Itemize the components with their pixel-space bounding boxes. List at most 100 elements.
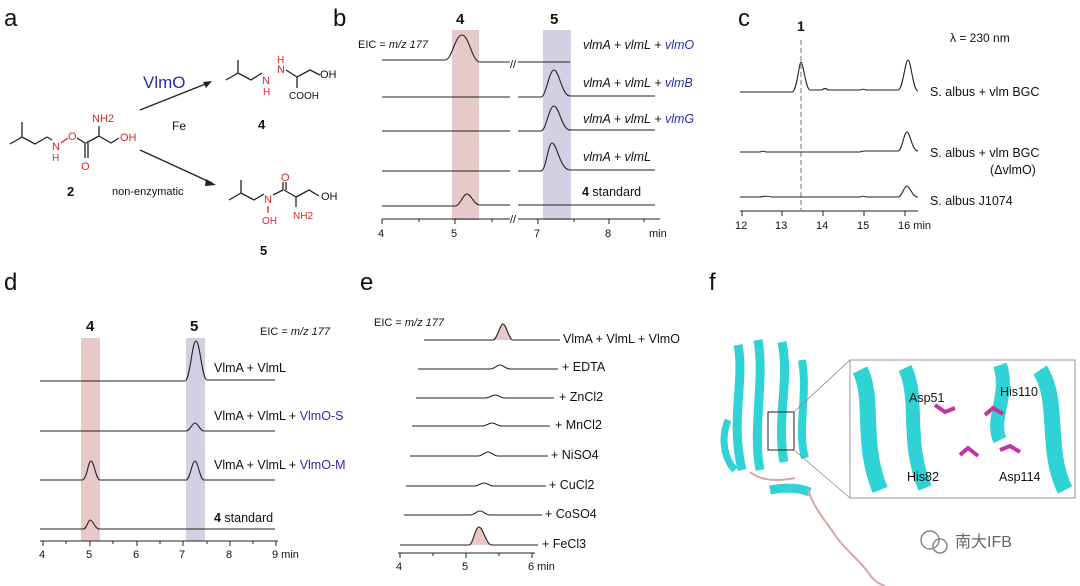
eic-label-e: EIC = m/z 177 (374, 317, 445, 329)
trace-b-1-label: vlmA + vlmL + vlmO (583, 38, 694, 52)
trace-e-5-label: + NiSO4 (551, 448, 599, 462)
panel-a: a N H O O NH2 OH 2 VlmO Fe non-enz (4, 5, 338, 258)
d-tick-8: 8 (226, 549, 232, 561)
d-tick-6: 6 (133, 549, 139, 561)
e-tick-6: 6 min (528, 561, 555, 573)
compound-2-number: 2 (67, 184, 74, 199)
eic-label-b: EIC = m/z 177 (358, 39, 429, 51)
c4-h2: H (277, 55, 284, 66)
trace-e-1-label: VlmA + VlmL + VlmO (563, 332, 680, 346)
trace-c-2-sublabel: (ΔvlmO) (990, 163, 1036, 177)
c4-h1: H (263, 87, 270, 98)
trace-d-4-label: 4 standard (214, 511, 273, 525)
b-tick-8: 8 (605, 228, 611, 240)
c-tick-14: 14 (816, 220, 828, 232)
non-enzymatic-label: non-enzymatic (112, 186, 184, 198)
panel-b: b 4 5 EIC = m/z 177 // vlmA + vlmL + vlm… (333, 5, 694, 240)
e-tick-4: 4 (396, 561, 402, 573)
peak-label-1: 1 (797, 18, 805, 34)
panel-c: c 1 λ = 230 nm S. albus + vlm BGC S. alb… (735, 5, 1039, 232)
trace-e-6-label: + CuCl2 (549, 478, 595, 492)
band-label-4: 4 (456, 11, 465, 28)
trace-e-2-label: + EDTA (562, 360, 606, 374)
trace-c-2-label: S. albus + vlm BGC (930, 146, 1039, 160)
compound-5: N OH O NH2 OH 5 (228, 172, 338, 258)
enzyme-label: VlmO (143, 73, 186, 92)
panel-letter-c: c (738, 5, 750, 32)
d-tick-9: 9 min (272, 549, 299, 561)
watermark-text: 南大IFB (955, 533, 1012, 551)
band-4-d (81, 338, 100, 541)
panel-letter-f: f (709, 269, 716, 296)
compound-5-number: 5 (260, 243, 267, 258)
c5-oh: OH (321, 191, 338, 203)
wavelength-label: λ = 230 nm (950, 31, 1010, 45)
c4-n2: N (277, 64, 285, 76)
trace-b-3-label: vlmA + vlmL + vlmG (583, 112, 694, 126)
panel-letter-d: d (4, 269, 17, 296)
c5-o: O (281, 172, 290, 184)
trace-d-3-label: VlmA + VlmL + VlmO-M (214, 458, 346, 472)
c-tick-12: 12 (735, 220, 747, 232)
c4-cooh: COOH (289, 91, 319, 102)
band-5-d (186, 338, 205, 541)
c-tick-13: 13 (775, 220, 787, 232)
c4-oh: OH (320, 69, 337, 81)
c2-oh: OH (120, 132, 137, 144)
trace-e-7-label: + CoSO4 (545, 507, 597, 521)
trace-c-3-label: S. albus J1074 (930, 194, 1013, 208)
cofactor-label: Fe (172, 119, 186, 133)
trace-e-3-label: + ZnCl2 (559, 390, 603, 404)
d-tick-5: 5 (86, 549, 92, 561)
band-4 (452, 30, 479, 220)
band-label-5: 5 (550, 11, 558, 28)
c-tick-15: 15 (857, 220, 869, 232)
band-label-4-d: 4 (86, 318, 95, 335)
c2-o1: O (68, 131, 77, 143)
c-tick-16: 16 min (898, 220, 931, 232)
c5-nh2: NH2 (293, 211, 313, 222)
watermark: 南大IFB (920, 530, 1012, 554)
trace-c-1-label: S. albus + vlm BGC (930, 85, 1039, 99)
panel-letter-a: a (4, 5, 18, 32)
d-tick-4: 4 (39, 549, 45, 561)
trace-b-2-label: vlmA + vlmL + vlmB (583, 76, 693, 90)
trace-e-8-label: + FeCl3 (542, 537, 586, 551)
residue-his110: His110 (1000, 385, 1038, 399)
band-5 (543, 30, 571, 220)
c2-o2: O (81, 161, 90, 173)
c2-nh2: NH2 (92, 113, 114, 125)
panel-f: f Asp51 His110 His82 (709, 269, 1076, 586)
residue-asp114: Asp114 (999, 470, 1041, 484)
residue-his82: His82 (907, 470, 939, 484)
protein-structure (720, 339, 886, 586)
panel-letter-b: b (333, 5, 346, 32)
panel-e: e EIC = m/z 177 VlmA + VlmL + VlmO + EDT… (360, 269, 680, 573)
b-tick-4: 4 (378, 228, 384, 240)
svg-text://: // (510, 59, 517, 71)
trace-e-4-label: + MnCl2 (555, 418, 602, 432)
panel-letter-e: e (360, 269, 373, 296)
trace-d-1-label: VlmA + VlmL (214, 361, 286, 375)
c2-h: H (52, 153, 59, 164)
band-label-5-d: 5 (190, 318, 198, 335)
d-tick-7: 7 (179, 549, 185, 561)
c5-n: N (264, 194, 272, 206)
e-tick-5: 5 (462, 561, 468, 573)
compound-4-number: 4 (258, 117, 266, 132)
trace-d-2-label: VlmA + VlmL + VlmO-S (214, 409, 343, 423)
b-tick-5: 5 (451, 228, 457, 240)
c4-n1: N (262, 75, 270, 87)
b-tick-7: 7 (534, 228, 540, 240)
c2-n: N (52, 141, 60, 153)
eic-label-d: EIC = m/z 177 (260, 326, 331, 338)
c5-oh-n: OH (262, 216, 277, 227)
trace-b-4-label: vlmA + vlmL (583, 150, 651, 164)
svg-text://: // (510, 214, 517, 226)
residue-asp51: Asp51 (909, 391, 944, 405)
trace-b-5-label: 4 standard (582, 185, 641, 199)
zoom-inset: Asp51 His110 His82 Asp114 (849, 359, 1076, 499)
panel-d: d 4 5 EIC = m/z 177 VlmA + VlmL VlmA + V… (4, 269, 346, 561)
compound-4: N H N H COOH OH 4 (225, 55, 337, 132)
